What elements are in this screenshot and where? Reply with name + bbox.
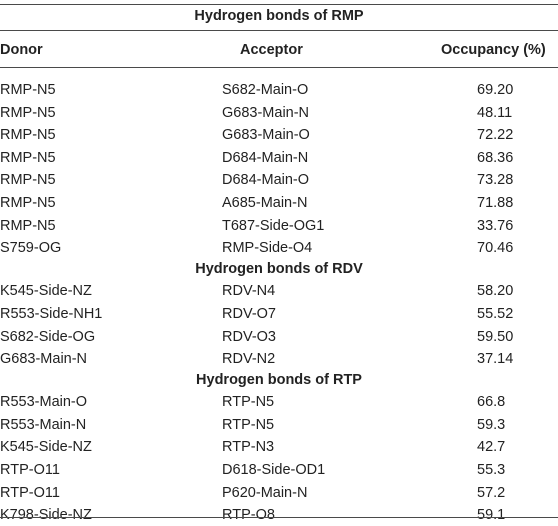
occupancy-cell: 69.20 <box>477 82 514 98</box>
table-row: RMP-N5 T687-Side-OG1 33.76 <box>0 215 558 237</box>
donor-cell: RMP-N5 <box>0 217 56 234</box>
table-row: G683-Main-N RDV-N2 37.14 <box>0 348 558 370</box>
occupancy-cell: 68.36 <box>477 149 514 166</box>
occupancy-cell: 37.14 <box>477 351 514 368</box>
table-row: R553-Main-O RTP-N5 66.8 <box>0 391 558 413</box>
table-row: R553-Main-N RTP-N5 59.3 <box>0 414 558 436</box>
table-row: RTP-O11 P620-Main-N 57.2 <box>0 482 558 504</box>
header-row: Donor Acceptor Occupancy (%) <box>0 39 558 61</box>
donor-cell: RTP-O11 <box>0 484 60 501</box>
acceptor-cell: D684-Main-O <box>222 172 310 189</box>
donor-cell: K545-Side-NZ <box>0 283 92 300</box>
donor-cell: R553-Main-O <box>0 394 88 411</box>
donor-cell: RMP-N5 <box>0 149 56 166</box>
donor-cell: RMP-N5 <box>0 195 56 211</box>
donor-cell: RMP-N5 <box>0 82 56 98</box>
donor-cell: S682-Side-OG <box>0 328 96 345</box>
acceptor-cell: RDV-O7 <box>222 305 276 322</box>
table-row: RMP-N5 A685-Main-N 71.88 <box>0 192 558 214</box>
header-acceptor: Acceptor <box>240 42 303 58</box>
table-row: RMP-N5 G683-Main-N 48.11 <box>0 102 558 124</box>
acceptor-cell: G683-Main-N <box>222 104 310 121</box>
occupancy-cell: 59.3 <box>477 416 506 433</box>
donor-cell: G683-Main-N <box>0 351 88 368</box>
table-row: S759-OG RMP-Side-O4 70.46 <box>0 237 558 259</box>
occupancy-cell: 57.2 <box>477 484 506 501</box>
donor-cell: R553-Side-NH1 <box>0 305 103 322</box>
occupancy-cell: 59.1 <box>477 507 506 524</box>
occupancy-cell: 59.50 <box>477 328 514 345</box>
section-title: Hydrogen bonds of RTP <box>196 371 362 388</box>
table-row: K798-Side-NZ RTP-O8 59.1 <box>0 504 558 526</box>
occupancy-cell: 42.7 <box>477 439 506 456</box>
acceptor-cell: RMP-Side-O4 <box>222 240 313 257</box>
title-rule <box>0 30 558 31</box>
table-row: RMP-N5 S682-Main-O 69.20 <box>0 79 558 101</box>
donor-cell: S759-OG <box>0 240 62 257</box>
table-row: RMP-N5 D684-Main-N 68.36 <box>0 147 558 169</box>
donor-cell: RMP-N5 <box>0 127 56 144</box>
acceptor-cell: RDV-N4 <box>222 283 276 300</box>
top-rule <box>0 4 558 5</box>
occupancy-cell: 66.8 <box>477 394 506 411</box>
header-occupancy: Occupancy (%) <box>441 42 546 58</box>
section-title: Hydrogen bonds of RDV <box>195 260 363 277</box>
table-row: K545-Side-NZ RTP-N3 42.7 <box>0 436 558 458</box>
occupancy-cell: 33.76 <box>477 217 514 234</box>
donor-cell: K545-Side-NZ <box>0 439 92 456</box>
bottom-rule <box>0 517 558 518</box>
occupancy-cell: 71.88 <box>477 195 514 211</box>
donor-cell: R553-Main-N <box>0 416 87 433</box>
table-row: R553-Side-NH1 RDV-O7 55.52 <box>0 303 558 325</box>
occupancy-cell: 73.28 <box>477 172 514 189</box>
table-row: RTP-O11 D618-Side-OD1 55.3 <box>0 459 558 481</box>
acceptor-cell: D618-Side-OD1 <box>222 462 326 478</box>
table-title: Hydrogen bonds of RMP <box>194 8 364 24</box>
occupancy-cell: 58.20 <box>477 283 514 300</box>
header-donor: Donor <box>0 42 43 58</box>
acceptor-cell: A685-Main-N <box>222 195 308 211</box>
acceptor-cell: T687-Side-OG1 <box>222 217 325 234</box>
table-row: RMP-N5 G683-Main-O 72.22 <box>0 124 558 146</box>
acceptor-cell: S682-Main-O <box>222 82 309 98</box>
occupancy-cell: 55.3 <box>477 462 506 478</box>
occupancy-cell: 55.52 <box>477 305 514 322</box>
table-row: K545-Side-NZ RDV-N4 58.20 <box>0 280 558 302</box>
acceptor-cell: RTP-N5 <box>222 394 275 411</box>
occupancy-cell: 72.22 <box>477 127 514 144</box>
donor-cell: RMP-N5 <box>0 104 56 121</box>
acceptor-cell: G683-Main-O <box>222 127 310 144</box>
occupancy-cell: 70.46 <box>477 240 514 257</box>
donor-cell: RTP-O11 <box>0 462 60 478</box>
acceptor-cell: RDV-N2 <box>222 351 276 368</box>
acceptor-cell: P620-Main-N <box>222 484 308 501</box>
table-row: S682-Side-OG RDV-O3 59.50 <box>0 326 558 348</box>
acceptor-cell: RDV-O3 <box>222 328 276 345</box>
table-row: RMP-N5 D684-Main-O 73.28 <box>0 169 558 191</box>
acceptor-cell: RTP-N3 <box>222 439 275 456</box>
acceptor-cell: RTP-O8 <box>222 507 275 524</box>
header-rule <box>0 67 558 68</box>
donor-cell: RMP-N5 <box>0 172 56 189</box>
donor-cell: K798-Side-NZ <box>0 507 92 524</box>
acceptor-cell: RTP-N5 <box>222 416 275 433</box>
occupancy-cell: 48.11 <box>477 104 513 121</box>
acceptor-cell: D684-Main-N <box>222 149 309 166</box>
